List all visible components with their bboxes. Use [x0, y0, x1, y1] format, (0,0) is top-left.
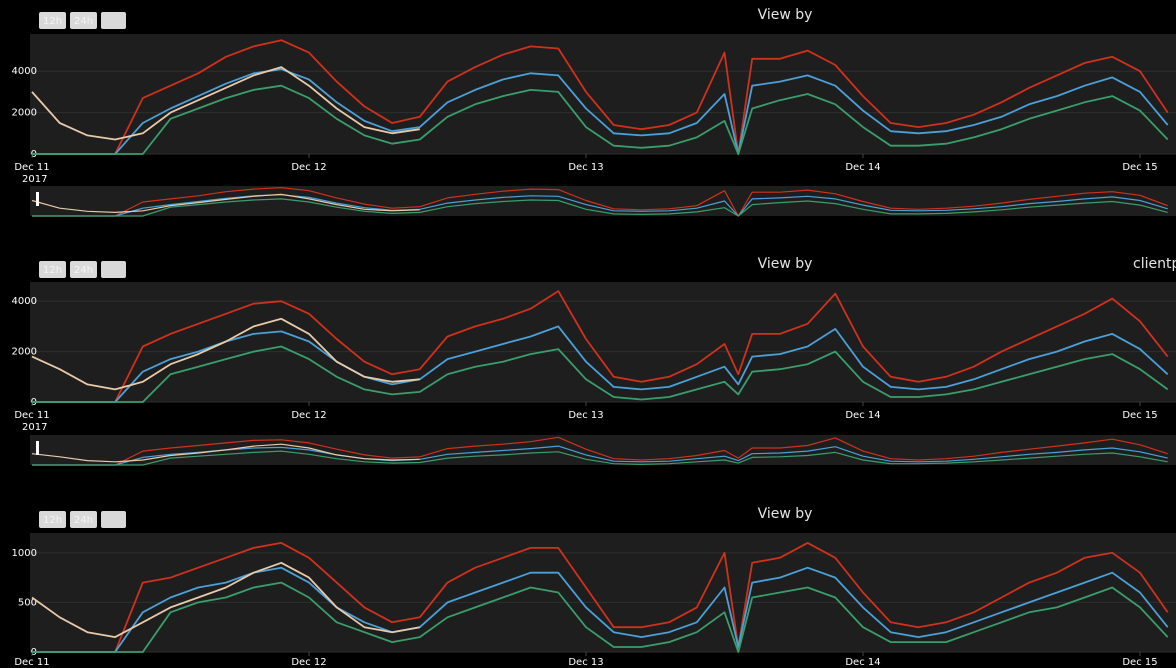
x-tick-label: Dec 12: [291, 657, 326, 668]
range-slider-line: [32, 194, 1168, 217]
range-button-label: 24h: [74, 16, 93, 27]
range-button[interactable]: [101, 12, 126, 29]
range-button[interactable]: [39, 511, 66, 528]
series-line: [32, 542, 1169, 653]
plot-area: [30, 533, 1176, 652]
range-slider-line: [32, 436, 1168, 466]
y-tick-label: 500: [18, 597, 37, 608]
range-button[interactable]: [70, 511, 97, 528]
x-tick-label: Dec 11: [14, 657, 49, 668]
series-line: [32, 566, 1169, 653]
y-tick-label: 4000: [12, 66, 37, 77]
range-slider-handle[interactable]: [36, 192, 39, 206]
series-line: [31, 561, 420, 638]
series-line: [32, 39, 1169, 155]
range-button-label: 12h: [43, 265, 62, 276]
range-slider-line: [32, 198, 1168, 217]
range-slider-line: [32, 187, 1168, 217]
x-tick-label: Dec 13: [568, 162, 603, 173]
series-line: [31, 317, 420, 391]
x-tick-label: Dec 11: [14, 410, 49, 421]
range-slider-line: [31, 193, 420, 213]
series-line: [31, 66, 420, 141]
x-tick-label: Dec 12: [291, 410, 326, 421]
annotation: clientp: [1133, 256, 1176, 272]
year-label: 2017: [22, 422, 47, 433]
chart-title: View by: [758, 506, 813, 522]
x-tick-label: Dec 14: [845, 657, 880, 668]
y-tick-label: 4000: [12, 296, 37, 307]
range-button[interactable]: [39, 12, 66, 29]
range-slider-line: [31, 443, 420, 463]
range-button[interactable]: [70, 12, 97, 29]
range-button[interactable]: [101, 511, 126, 528]
range-button[interactable]: [39, 261, 66, 278]
x-tick-label: Dec 15: [1122, 410, 1157, 421]
chart-title: View by: [758, 256, 813, 272]
y-tick-label: 1000: [12, 548, 37, 559]
x-tick-label: Dec 15: [1122, 162, 1157, 173]
range-button[interactable]: [70, 261, 97, 278]
series-line: [32, 290, 1169, 403]
range-button-label: 24h: [74, 265, 93, 276]
range-button[interactable]: [101, 261, 126, 278]
x-tick-label: Dec 14: [845, 410, 880, 421]
range-button-label: 24h: [74, 515, 93, 526]
range-button-label: 12h: [43, 16, 62, 27]
range-slider[interactable]: [30, 435, 1176, 465]
x-tick-label: Dec 13: [568, 410, 603, 421]
series-line: [32, 68, 1169, 155]
x-tick-label: Dec 15: [1122, 657, 1157, 668]
series-line: [32, 84, 1169, 155]
range-button-label: 12h: [43, 515, 62, 526]
plot-area: [30, 282, 1176, 402]
x-tick-label: Dec 14: [845, 162, 880, 173]
range-slider-line: [32, 450, 1168, 466]
series-line: [32, 345, 1169, 403]
chart-title: View by: [758, 7, 813, 23]
y-tick-label: 2000: [12, 108, 37, 119]
series-line: [32, 581, 1169, 653]
y-tick-label: 2000: [12, 347, 37, 358]
x-tick-label: Dec 12: [291, 162, 326, 173]
year-label: 2017: [22, 174, 47, 185]
x-tick-label: Dec 11: [14, 162, 49, 173]
x-tick-label: Dec 13: [568, 657, 603, 668]
range-slider-handle[interactable]: [36, 441, 39, 455]
